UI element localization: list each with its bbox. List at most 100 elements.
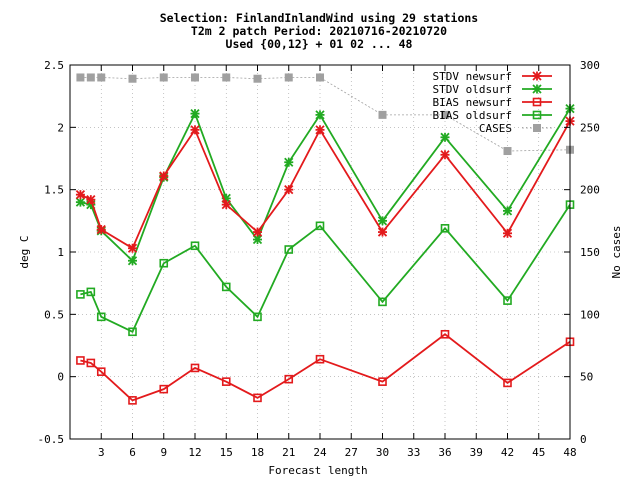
y2-tick-label: 200 — [580, 184, 600, 197]
legend-item: BIAS newsurf — [433, 96, 552, 109]
legend-label: BIAS newsurf — [433, 96, 512, 109]
y-axis-label: deg C — [18, 235, 31, 268]
x-tick-label: 12 — [188, 446, 201, 459]
data-point — [440, 132, 450, 142]
data-point — [284, 157, 294, 167]
data-point — [503, 378, 512, 388]
data-point — [502, 206, 513, 216]
x-tick-label: 30 — [376, 446, 389, 459]
x-tick-label: 24 — [313, 446, 327, 459]
data-point — [86, 73, 95, 82]
data-point — [190, 363, 200, 373]
y2-tick-label: 300 — [580, 59, 600, 72]
data-point — [127, 243, 138, 253]
legend-marker — [532, 97, 542, 107]
legend-item: STDV oldsurf — [433, 83, 552, 96]
data-point — [221, 377, 231, 386]
data-point — [502, 228, 513, 238]
data-point — [253, 74, 262, 83]
legend-marker — [532, 84, 542, 94]
data-point — [190, 108, 200, 119]
data-point — [441, 110, 449, 119]
legend-marker — [532, 71, 542, 81]
y-tick-label: 1.5 — [44, 184, 64, 197]
data-point — [378, 110, 387, 119]
data-point — [440, 150, 450, 160]
data-point — [221, 199, 231, 210]
y-tick-label: 2.5 — [44, 59, 64, 72]
series-line — [80, 333, 571, 402]
data-point — [252, 227, 263, 237]
y2-tick-label: 100 — [580, 308, 600, 321]
data-point — [440, 224, 450, 233]
y2-tick-label: 150 — [580, 246, 600, 259]
data-point — [315, 221, 325, 231]
data-point — [96, 367, 106, 376]
series-line — [80, 120, 571, 250]
legend-item: CASES — [479, 122, 552, 135]
legend-item: BIAS oldsurf — [433, 109, 552, 122]
data-point — [284, 374, 294, 384]
x-tick-label: 18 — [251, 446, 264, 459]
data-point — [96, 312, 106, 322]
data-point — [221, 282, 231, 292]
chart-title-line-3: Used {00,12} + 01 02 ... 48 — [226, 37, 413, 51]
x-tick-label: 6 — [129, 446, 136, 459]
y2-axis-label: No cases — [610, 226, 623, 279]
axis-ticks — [70, 64, 571, 440]
x-tick-label: 3 — [98, 446, 105, 459]
data-point — [86, 287, 96, 297]
data-point — [127, 256, 138, 266]
y2-tick-label: 0 — [580, 433, 587, 446]
y-tick-label: 2 — [57, 121, 64, 134]
x-tick-label: 21 — [282, 446, 295, 459]
y2-tick-label: 250 — [580, 121, 600, 134]
x-tick-label: 45 — [532, 446, 545, 459]
series-2 — [76, 329, 575, 405]
data-point — [190, 241, 200, 251]
x-tick-label: 27 — [345, 446, 358, 459]
y-tick-label: 1 — [57, 246, 64, 259]
data-point — [253, 393, 262, 403]
y-axis-tick-labels: -0.5 0 0.5 1 1.5 2 2.5 — [38, 59, 65, 446]
chart-title-line-2: T2m 2 patch Period: 20210716-20210720 — [191, 24, 447, 38]
data-point — [315, 125, 325, 135]
data-point — [96, 224, 106, 235]
data-point — [76, 290, 85, 299]
x-tick-label: 36 — [438, 446, 451, 459]
series-3 — [76, 200, 575, 337]
legend-label: BIAS oldsurf — [433, 109, 512, 122]
data-point — [284, 73, 293, 82]
data-point — [440, 329, 450, 339]
data-point — [128, 396, 137, 405]
data-point — [378, 297, 387, 307]
data-point — [315, 110, 325, 120]
legend-label: CASES — [479, 122, 512, 135]
data-point — [159, 384, 169, 394]
data-point — [76, 356, 85, 365]
data-point — [75, 190, 86, 200]
x-tick-label: 15 — [220, 446, 233, 459]
x-tick-label: 39 — [470, 446, 483, 459]
data-point — [253, 312, 262, 322]
series-4 — [76, 73, 574, 156]
data-point — [316, 73, 324, 82]
data-point — [222, 73, 231, 82]
data-point — [128, 74, 137, 83]
data-point — [76, 73, 85, 82]
data-point — [86, 195, 96, 205]
data-point — [159, 171, 169, 181]
legend-label: STDV oldsurf — [433, 83, 512, 96]
series-0 — [75, 116, 575, 253]
data-point — [503, 147, 512, 156]
series-line — [80, 204, 571, 333]
data-point — [284, 185, 294, 195]
y2-tick-label: 50 — [580, 371, 593, 384]
legend-marker — [532, 110, 542, 120]
legend-marker — [533, 124, 541, 132]
grid-lines — [70, 65, 570, 439]
chart-title-block: Selection: FinlandInlandWind using 29 st… — [160, 11, 479, 51]
data-point — [377, 227, 388, 237]
data-point — [377, 216, 388, 226]
x-tick-label: 9 — [160, 446, 167, 459]
